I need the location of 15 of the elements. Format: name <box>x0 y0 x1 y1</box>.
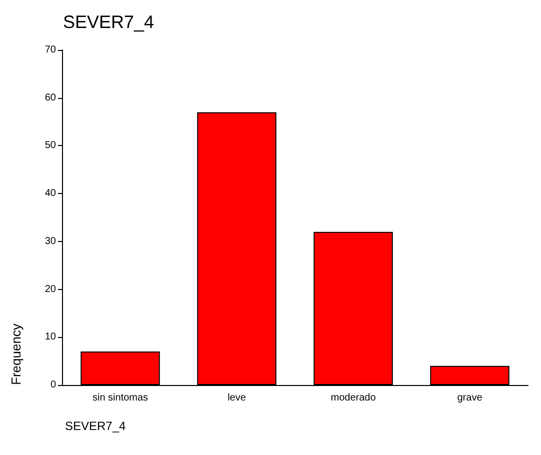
y-tick-label: 0 <box>50 380 56 390</box>
x-axis-title: SEVER7_4 <box>65 419 126 433</box>
y-tick-label: 40 <box>44 188 56 200</box>
y-tick-label: 30 <box>44 236 56 247</box>
y-axis-title: Frequency <box>8 323 24 385</box>
x-tick-label: sin sintomas <box>92 392 148 404</box>
y-tick-label: 10 <box>44 332 56 343</box>
y-tick-label: 50 <box>44 140 56 152</box>
x-tick-label: grave <box>457 392 483 404</box>
x-tick-label: moderado <box>330 392 376 404</box>
y-tick-label: 20 <box>44 284 56 295</box>
x-tick-label: leve <box>228 392 246 404</box>
y-tick-label: 60 <box>44 92 56 104</box>
chart-title: SEVER7_4 <box>63 12 154 32</box>
y-tick-label: 70 <box>44 44 56 56</box>
